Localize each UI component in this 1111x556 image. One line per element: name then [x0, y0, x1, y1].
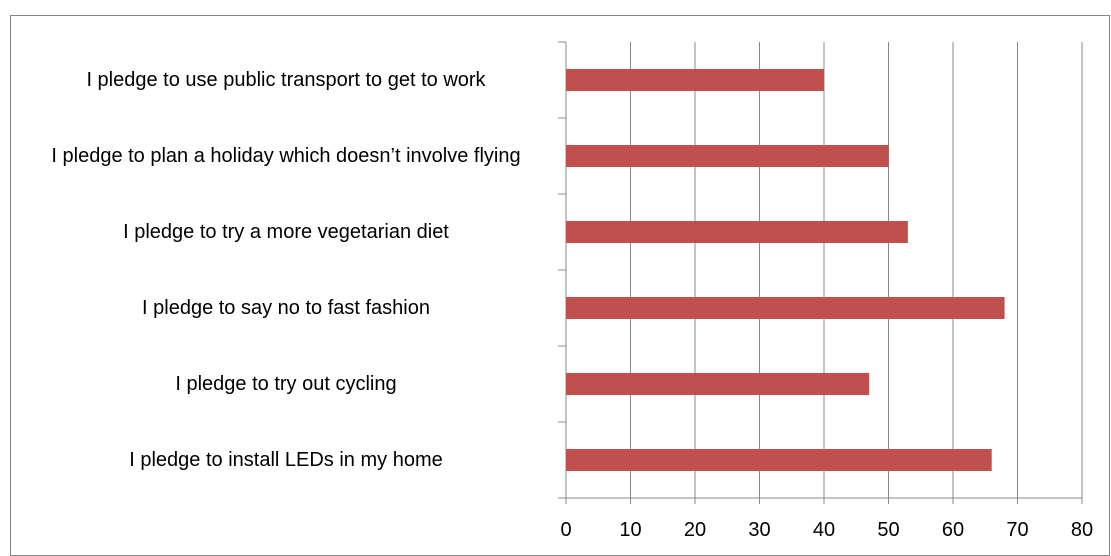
y-tick-label: I pledge to use public transport to get …	[86, 69, 486, 91]
bar	[566, 449, 992, 471]
x-tick-label: 10	[619, 519, 641, 541]
bar	[566, 69, 824, 91]
x-tick-label: 0	[560, 519, 571, 541]
chart-border	[10, 15, 1110, 556]
bar	[566, 221, 908, 243]
bar	[566, 373, 870, 395]
bar	[566, 297, 1005, 319]
y-tick-label: I pledge to install LEDs in my home	[129, 449, 443, 471]
y-tick-label: I pledge to try a more vegetarian diet	[123, 221, 449, 243]
x-tick-label: 60	[942, 519, 964, 541]
x-tick-label: 40	[813, 519, 835, 541]
x-tick-label: 80	[1071, 519, 1093, 541]
y-tick-label: I pledge to say no to fast fashion	[142, 297, 430, 319]
x-tick-label: 70	[1006, 519, 1028, 541]
x-tick-label: 20	[684, 519, 706, 541]
bar	[566, 145, 889, 167]
y-tick-label: I pledge to plan a holiday which doesn’t…	[51, 145, 521, 167]
x-tick-label: 30	[748, 519, 770, 541]
x-tick-label: 50	[877, 519, 899, 541]
y-tick-label: I pledge to try out cycling	[175, 373, 397, 395]
